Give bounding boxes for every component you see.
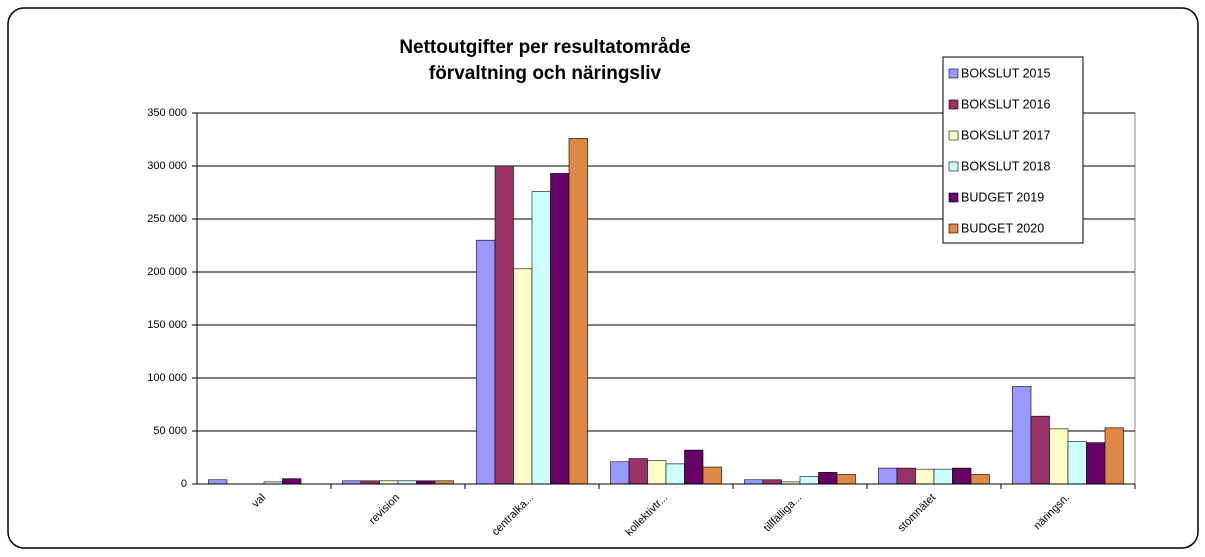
bar bbox=[494, 165, 514, 485]
legend-swatch bbox=[948, 99, 959, 110]
legend-label: BUDGET 2019 bbox=[961, 190, 1044, 204]
bar bbox=[476, 239, 496, 485]
bar bbox=[1030, 415, 1050, 485]
legend-swatch bbox=[948, 192, 959, 203]
legend-swatch bbox=[948, 130, 959, 141]
bar bbox=[568, 138, 588, 485]
bar bbox=[1086, 442, 1106, 485]
bar bbox=[970, 474, 990, 485]
legend-swatch bbox=[948, 223, 959, 234]
legend-label: BUDGET 2020 bbox=[961, 221, 1044, 235]
bar bbox=[1104, 427, 1124, 485]
y-tick-label: 50 000 bbox=[153, 425, 187, 437]
bar bbox=[762, 479, 782, 485]
legend-swatch bbox=[948, 68, 959, 79]
bar bbox=[513, 268, 533, 485]
chart-title: Nettoutgifter per resultatområde bbox=[399, 37, 690, 58]
bar bbox=[915, 468, 935, 485]
bar bbox=[1067, 441, 1087, 485]
y-tick-label: 250 000 bbox=[147, 213, 187, 225]
legend-label: BOKSLUT 2017 bbox=[961, 128, 1050, 142]
bar bbox=[744, 479, 764, 485]
y-tick-label: 300 000 bbox=[147, 160, 187, 172]
bar bbox=[610, 461, 630, 485]
legend-label: BOKSLUT 2015 bbox=[961, 66, 1050, 80]
bar bbox=[282, 478, 302, 485]
bar bbox=[550, 173, 570, 485]
chart-title: förvaltning och näringsliv bbox=[429, 63, 662, 84]
bar bbox=[531, 191, 551, 485]
bar bbox=[1012, 386, 1032, 485]
bar bbox=[628, 458, 648, 485]
legend-box bbox=[942, 56, 1084, 244]
y-tick-label: 0 bbox=[181, 478, 187, 490]
y-tick-label: 200 000 bbox=[147, 266, 187, 278]
y-tick-label: 150 000 bbox=[147, 319, 187, 331]
bar bbox=[799, 476, 819, 485]
bar bbox=[702, 466, 722, 485]
bar bbox=[647, 460, 667, 485]
bar bbox=[665, 463, 685, 485]
y-tick-label: 350 000 bbox=[147, 107, 187, 119]
legend-label: BOKSLUT 2018 bbox=[961, 159, 1050, 173]
bar bbox=[896, 467, 916, 485]
bar bbox=[1049, 428, 1069, 485]
legend-swatch bbox=[948, 161, 959, 172]
bar bbox=[836, 474, 856, 485]
bar bbox=[878, 467, 898, 485]
bar bbox=[684, 449, 704, 485]
bar bbox=[208, 479, 228, 485]
legend-label: BOKSLUT 2016 bbox=[961, 97, 1050, 111]
bar bbox=[933, 468, 953, 485]
bar bbox=[818, 472, 838, 485]
bar bbox=[952, 467, 972, 485]
y-tick-label: 100 000 bbox=[147, 372, 187, 384]
